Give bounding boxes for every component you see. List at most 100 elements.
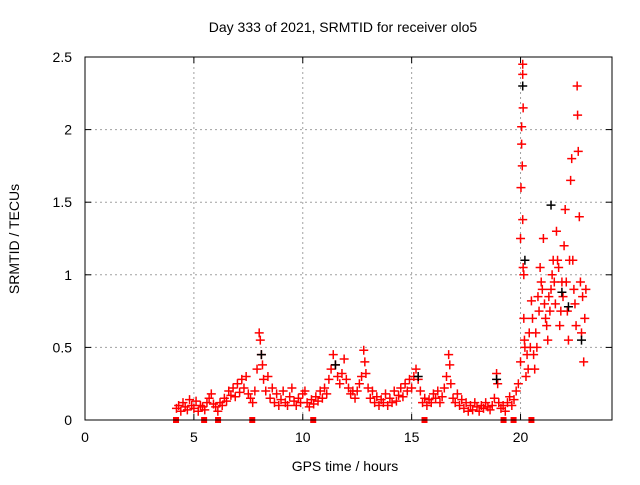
data-point <box>367 386 377 396</box>
data-point <box>546 284 556 294</box>
data-point <box>578 292 588 302</box>
data-point <box>518 215 528 225</box>
data-point <box>407 383 417 393</box>
data-point <box>195 400 205 410</box>
data-point <box>573 146 583 156</box>
data-point <box>352 386 362 396</box>
data-point <box>452 389 462 399</box>
data-point <box>509 395 519 405</box>
data-point <box>500 406 510 416</box>
data-point <box>361 369 371 379</box>
data-point <box>330 360 340 370</box>
data-point <box>182 405 192 415</box>
data-point <box>562 306 572 316</box>
data-point <box>448 393 458 403</box>
data-point <box>261 386 271 396</box>
y-axis-label: SRMTID / TECUs <box>6 184 22 294</box>
data-point <box>571 321 581 331</box>
data-point <box>533 292 543 302</box>
data-point <box>387 398 397 408</box>
x-axis-label: GPS time / hours <box>292 458 399 474</box>
data-point <box>521 371 531 381</box>
data-point <box>563 335 573 345</box>
data-point <box>328 350 338 360</box>
data-point <box>433 386 443 396</box>
data-point <box>241 371 251 381</box>
data-point <box>516 183 526 193</box>
data-point <box>230 392 240 402</box>
data-point <box>517 139 527 149</box>
data-point <box>213 406 223 416</box>
data-point <box>246 393 256 403</box>
data-point <box>463 406 473 416</box>
data-point <box>579 357 589 367</box>
data-point <box>300 386 310 396</box>
data-point <box>252 364 262 374</box>
data-point <box>560 204 570 214</box>
data-point <box>554 263 564 273</box>
data-point <box>485 405 495 415</box>
data-point <box>569 284 579 294</box>
data-point <box>544 292 554 302</box>
data-point <box>481 398 491 408</box>
data-point <box>472 402 482 412</box>
data-point <box>541 313 551 323</box>
data-point <box>439 383 449 393</box>
data-point <box>211 402 221 412</box>
data-point <box>529 350 539 360</box>
data-point <box>254 328 264 338</box>
data-point <box>570 299 580 309</box>
x-tick-label: 10 <box>295 429 311 445</box>
data-point <box>517 161 527 171</box>
data-point <box>200 405 210 415</box>
data-point <box>511 386 521 396</box>
chart-title: Day 333 of 2021, SRMTID for receiver olo… <box>209 19 478 35</box>
data-point <box>526 296 536 306</box>
data-point <box>324 374 334 384</box>
data-point <box>235 387 245 397</box>
data-point <box>381 389 391 399</box>
data-point <box>545 306 555 316</box>
data-point <box>516 357 526 367</box>
data-point <box>519 313 529 323</box>
data-point <box>538 234 548 243</box>
y-tick-label: 1.5 <box>53 194 73 210</box>
data-point <box>577 335 587 345</box>
data-point <box>176 406 186 416</box>
data-point <box>549 277 559 287</box>
data-point <box>283 400 293 410</box>
data-point <box>547 270 557 280</box>
y-tick-label: 1 <box>64 267 72 283</box>
data-point <box>354 379 364 389</box>
data-point <box>479 403 489 413</box>
data-point <box>426 398 436 408</box>
plot-frame <box>84 56 613 421</box>
data-point <box>360 357 370 367</box>
data-point <box>561 277 571 287</box>
data-points <box>171 59 591 423</box>
data-point <box>539 299 549 309</box>
data-point <box>193 406 203 416</box>
grid <box>85 57 612 420</box>
data-point <box>248 398 258 408</box>
data-point <box>255 335 265 345</box>
data-point <box>320 383 330 393</box>
data-point <box>470 398 480 408</box>
data-point <box>265 393 275 403</box>
data-point <box>415 386 425 396</box>
data-point <box>489 393 499 403</box>
data-point <box>293 393 303 403</box>
data-point <box>518 69 528 79</box>
data-point <box>206 389 216 399</box>
data-point <box>326 364 336 374</box>
data-point <box>518 59 528 69</box>
data-point <box>519 270 529 280</box>
data-point <box>435 398 445 408</box>
data-point <box>243 389 253 399</box>
data-point <box>287 383 297 393</box>
data-point <box>339 354 349 364</box>
data-point <box>185 395 195 405</box>
data-point <box>559 241 569 251</box>
data-point <box>389 386 399 396</box>
data-point <box>431 393 441 403</box>
